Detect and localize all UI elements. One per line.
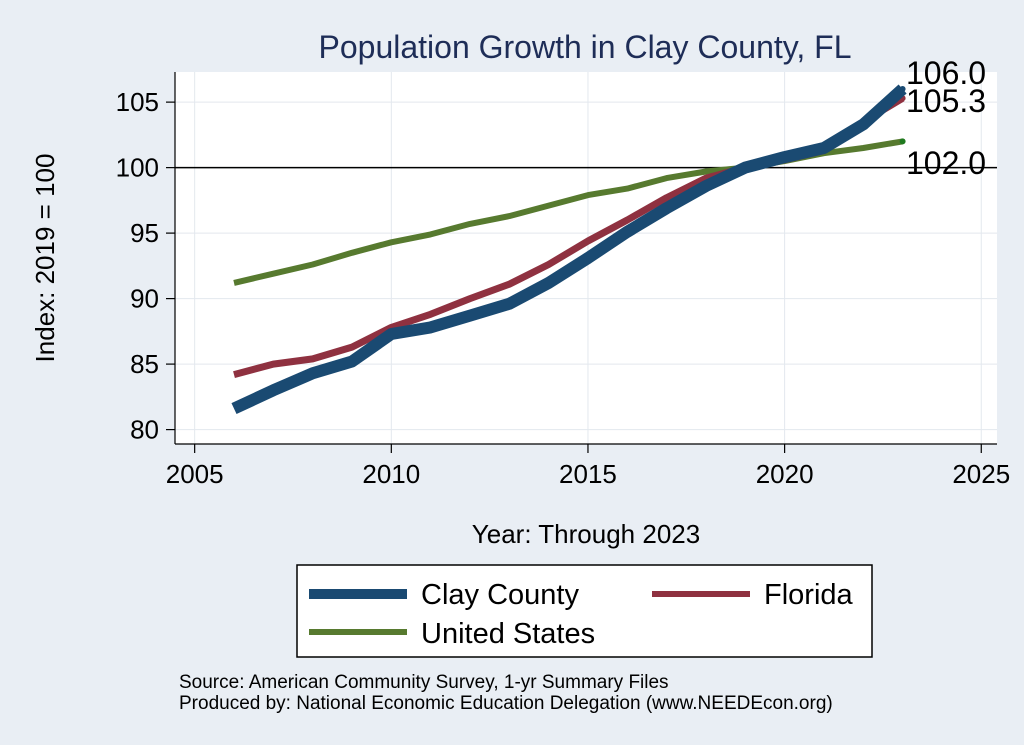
legend-label-united-states: United States [421, 618, 595, 650]
x-tick-label-2015: 2015 [559, 459, 617, 489]
legend: Clay County Florida United States [296, 564, 873, 658]
legend-label-clay-county: Clay County [421, 579, 579, 611]
y-tick-label-80: 80 [130, 415, 159, 445]
y-axis-title: Index: 2019 = 100 [30, 154, 60, 363]
chart-title: Population Growth in Clay County, FL [319, 29, 852, 65]
source-note: Source: American Community Survey, 1-yr … [179, 672, 669, 693]
y-tick-label-90: 90 [130, 284, 159, 314]
x-tick-label-2005: 2005 [166, 459, 224, 489]
x-axis-ticks: 2005 2010 2015 2020 2025 [166, 444, 1010, 489]
series-lines [231, 84, 907, 415]
legend-box [296, 564, 873, 658]
end-label-florida: 105.3 [906, 83, 986, 119]
y-tick-label-105: 105 [116, 87, 159, 117]
y-axis-ticks: 80 85 90 95 100 105 [116, 87, 175, 445]
series-endpoint-united-states [899, 138, 906, 145]
y-tick-label-95: 95 [130, 218, 159, 248]
producer-note: Produced by: National Economic Education… [179, 693, 833, 714]
x-axis-title: Year: Through 2023 [472, 519, 700, 549]
end-label-united-states: 102.0 [906, 145, 986, 181]
y-tick-label-85: 85 [130, 349, 159, 379]
x-tick-label-2010: 2010 [362, 459, 420, 489]
y-tick-label-100: 100 [116, 153, 159, 183]
x-tick-label-2020: 2020 [756, 459, 814, 489]
series-line-clay-county [231, 84, 907, 415]
legend-label-florida: Florida [764, 579, 854, 611]
series-endpoint-clay-county [899, 86, 906, 93]
x-tick-label-2025: 2025 [952, 459, 1010, 489]
end-label-clay-county: 106.0 [906, 55, 986, 91]
